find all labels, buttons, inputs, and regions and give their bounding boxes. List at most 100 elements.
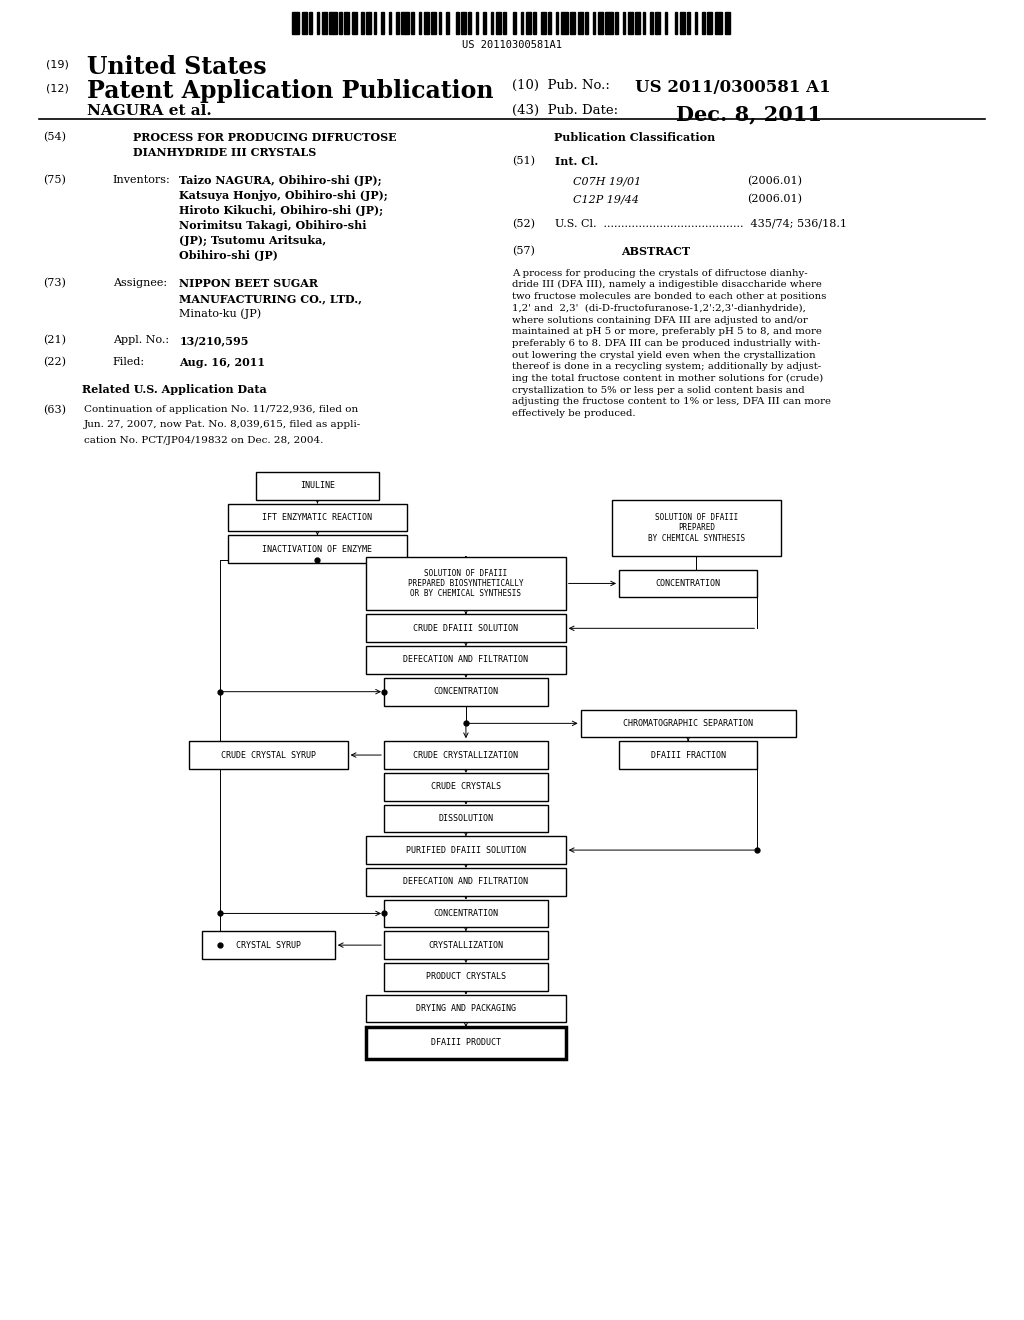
Text: DEFECATION AND FILTRATION: DEFECATION AND FILTRATION: [403, 656, 528, 664]
Bar: [643, 12, 645, 34]
FancyBboxPatch shape: [367, 557, 565, 610]
Text: CRUDE CRYSTAL SYRUP: CRUDE CRYSTAL SYRUP: [221, 751, 315, 759]
Text: US 20110300581A1: US 20110300581A1: [462, 40, 562, 50]
Bar: [339, 12, 342, 34]
Text: DRYING AND PACKAGING: DRYING AND PACKAGING: [416, 1005, 516, 1012]
Bar: [605, 12, 612, 34]
FancyBboxPatch shape: [384, 741, 548, 768]
Text: C07H 19/01: C07H 19/01: [573, 176, 642, 186]
Text: DISSOLUTION: DISSOLUTION: [438, 814, 494, 822]
Bar: [702, 12, 705, 34]
Text: CRUDE DFAIII SOLUTION: CRUDE DFAIII SOLUTION: [414, 624, 518, 632]
Text: United States: United States: [87, 55, 266, 79]
FancyBboxPatch shape: [384, 804, 548, 833]
Bar: [725, 12, 730, 34]
Bar: [309, 12, 311, 34]
Text: Int. Cl.: Int. Cl.: [555, 156, 598, 168]
Text: NIPPON BEET SUGAR: NIPPON BEET SUGAR: [179, 277, 318, 289]
Text: NAGURA et al.: NAGURA et al.: [87, 104, 212, 119]
FancyBboxPatch shape: [384, 772, 548, 800]
FancyBboxPatch shape: [612, 500, 781, 556]
Bar: [468, 12, 471, 34]
FancyBboxPatch shape: [581, 710, 796, 737]
Text: (22): (22): [43, 356, 66, 367]
Text: Dec. 8, 2011: Dec. 8, 2011: [676, 104, 822, 124]
Bar: [665, 12, 668, 34]
Bar: [655, 12, 660, 34]
Bar: [503, 12, 506, 34]
Text: Filed:: Filed:: [113, 356, 144, 367]
Text: C12P 19/44: C12P 19/44: [573, 194, 639, 205]
Text: Aug. 16, 2011: Aug. 16, 2011: [179, 356, 265, 368]
Bar: [570, 12, 575, 34]
Bar: [675, 12, 678, 34]
Text: Continuation of application No. 11/722,936, filed on: Continuation of application No. 11/722,9…: [84, 405, 358, 414]
Text: 13/210,595: 13/210,595: [179, 335, 249, 346]
Bar: [534, 12, 536, 34]
Text: CRYSTALLIZATION: CRYSTALLIZATION: [428, 941, 504, 949]
FancyBboxPatch shape: [367, 995, 565, 1022]
Text: Taizo NAGURA, Obihiro-shi (JP);: Taizo NAGURA, Obihiro-shi (JP);: [179, 174, 382, 186]
Text: Hiroto Kikuchi, Obihiro-shi (JP);: Hiroto Kikuchi, Obihiro-shi (JP);: [179, 205, 383, 216]
Bar: [344, 12, 349, 34]
Bar: [419, 12, 421, 34]
Bar: [412, 12, 414, 34]
Text: INULINE: INULINE: [300, 482, 335, 490]
Bar: [556, 12, 558, 34]
Bar: [708, 12, 713, 34]
Bar: [351, 12, 356, 34]
Text: Appl. No.:: Appl. No.:: [113, 335, 169, 346]
Text: (12): (12): [46, 83, 69, 94]
FancyBboxPatch shape: [384, 900, 548, 927]
FancyBboxPatch shape: [367, 869, 565, 895]
Bar: [401, 12, 409, 34]
Text: (52): (52): [512, 219, 535, 228]
Text: DFAIII FRACTION: DFAIII FRACTION: [650, 751, 726, 759]
Bar: [541, 12, 546, 34]
Text: (JP); Tsutomu Aritsuka,: (JP); Tsutomu Aritsuka,: [179, 235, 327, 247]
Text: Jun. 27, 2007, now Pat. No. 8,039,615, filed as appli-: Jun. 27, 2007, now Pat. No. 8,039,615, f…: [84, 420, 361, 429]
Text: INACTIVATION OF ENZYME: INACTIVATION OF ENZYME: [262, 545, 373, 553]
Text: PROCESS FOR PRODUCING DIFRUCTOSE: PROCESS FOR PRODUCING DIFRUCTOSE: [133, 132, 396, 143]
Bar: [302, 12, 307, 34]
Text: Patent Application Publication: Patent Application Publication: [87, 79, 494, 103]
Bar: [635, 12, 640, 34]
FancyBboxPatch shape: [256, 471, 379, 499]
Text: Publication Classification: Publication Classification: [554, 132, 716, 143]
Bar: [548, 12, 551, 34]
Text: SOLUTION OF DFAIII
PREPARED
BY CHEMICAL SYNTHESIS: SOLUTION OF DFAIII PREPARED BY CHEMICAL …: [648, 513, 744, 543]
Text: DIANHYDRIDE III CRYSTALS: DIANHYDRIDE III CRYSTALS: [133, 147, 316, 158]
Text: CONCENTRATION: CONCENTRATION: [433, 909, 499, 917]
Bar: [424, 12, 429, 34]
Bar: [496, 12, 501, 34]
Text: US 2011/0300581 A1: US 2011/0300581 A1: [635, 79, 830, 96]
Bar: [593, 12, 595, 34]
Text: (2006.01): (2006.01): [748, 194, 803, 205]
Text: (10)  Pub. No.:: (10) Pub. No.:: [512, 79, 610, 92]
Bar: [715, 12, 722, 34]
Bar: [461, 12, 466, 34]
Bar: [446, 12, 449, 34]
Text: (51): (51): [512, 156, 535, 166]
FancyBboxPatch shape: [618, 741, 758, 768]
FancyBboxPatch shape: [384, 964, 548, 990]
Bar: [513, 12, 516, 34]
Bar: [680, 12, 685, 34]
FancyBboxPatch shape: [618, 569, 758, 597]
Bar: [322, 12, 327, 34]
Text: A process for producing the crystals of difructose dianhy-
dride III (DFA III), : A process for producing the crystals of …: [512, 269, 831, 418]
Bar: [316, 12, 319, 34]
FancyBboxPatch shape: [384, 678, 548, 706]
Text: cation No. PCT/JP04/19832 on Dec. 28, 2004.: cation No. PCT/JP04/19832 on Dec. 28, 20…: [84, 436, 324, 445]
Bar: [687, 12, 690, 34]
Bar: [329, 12, 337, 34]
Text: (63): (63): [43, 405, 66, 416]
Bar: [490, 12, 494, 34]
Text: Assignee:: Assignee:: [113, 277, 167, 288]
Text: (21): (21): [43, 335, 66, 346]
Text: CONCENTRATION: CONCENTRATION: [433, 688, 499, 696]
Bar: [586, 12, 588, 34]
Bar: [695, 12, 697, 34]
Bar: [476, 12, 478, 34]
FancyBboxPatch shape: [367, 647, 565, 673]
